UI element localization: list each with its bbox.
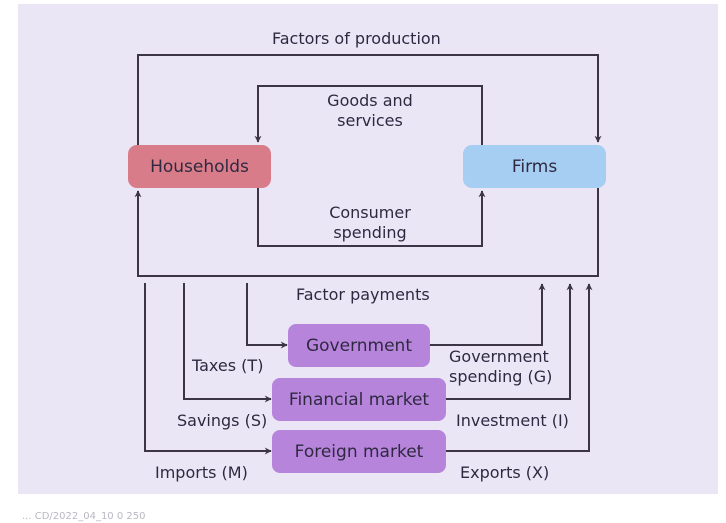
foreign-market-node: Foreign market	[272, 430, 446, 473]
households-node: Households	[128, 145, 271, 188]
factors-of-production-arrow	[137, 54, 602, 145]
government-node: Government	[288, 324, 430, 367]
firms-label: Firms	[511, 156, 558, 177]
investment-label: Investment (I)	[456, 411, 569, 430]
savings-label: Savings (S)	[177, 411, 268, 430]
financial-market-label: Financial market	[288, 389, 430, 410]
exports-label: Exports (X)	[460, 463, 550, 482]
government-spending-arrow	[430, 283, 546, 346]
footer-credit: ... CD/2022_04_10 0 250	[22, 511, 146, 522]
goods-and-services-arrow	[254, 85, 483, 145]
consumer-spending-label: Consumer spending	[329, 203, 411, 242]
factor-payments-arrow	[134, 188, 599, 277]
taxes-arrow	[246, 283, 288, 349]
foreign-market-label: Foreign market	[294, 441, 424, 462]
firms-node: Firms	[463, 145, 606, 188]
taxes-label: Taxes (T)	[192, 356, 264, 375]
imports-label: Imports (M)	[155, 463, 248, 482]
investment-arrow	[446, 283, 574, 400]
exports-arrow	[446, 283, 593, 452]
factor-payments-label: Factor payments	[296, 285, 430, 304]
financial-market-node: Financial market	[272, 378, 446, 421]
savings-arrow	[183, 283, 272, 403]
factors-of-production-label: Factors of production	[272, 29, 441, 48]
government-spending-label: Government spending (G)	[449, 347, 553, 386]
households-label: Households	[150, 156, 249, 177]
goods-and-services-label: Goods and services	[327, 91, 413, 130]
consumer-spending-arrow	[257, 188, 486, 247]
imports-arrow	[144, 283, 272, 455]
government-label: Government	[305, 335, 413, 356]
